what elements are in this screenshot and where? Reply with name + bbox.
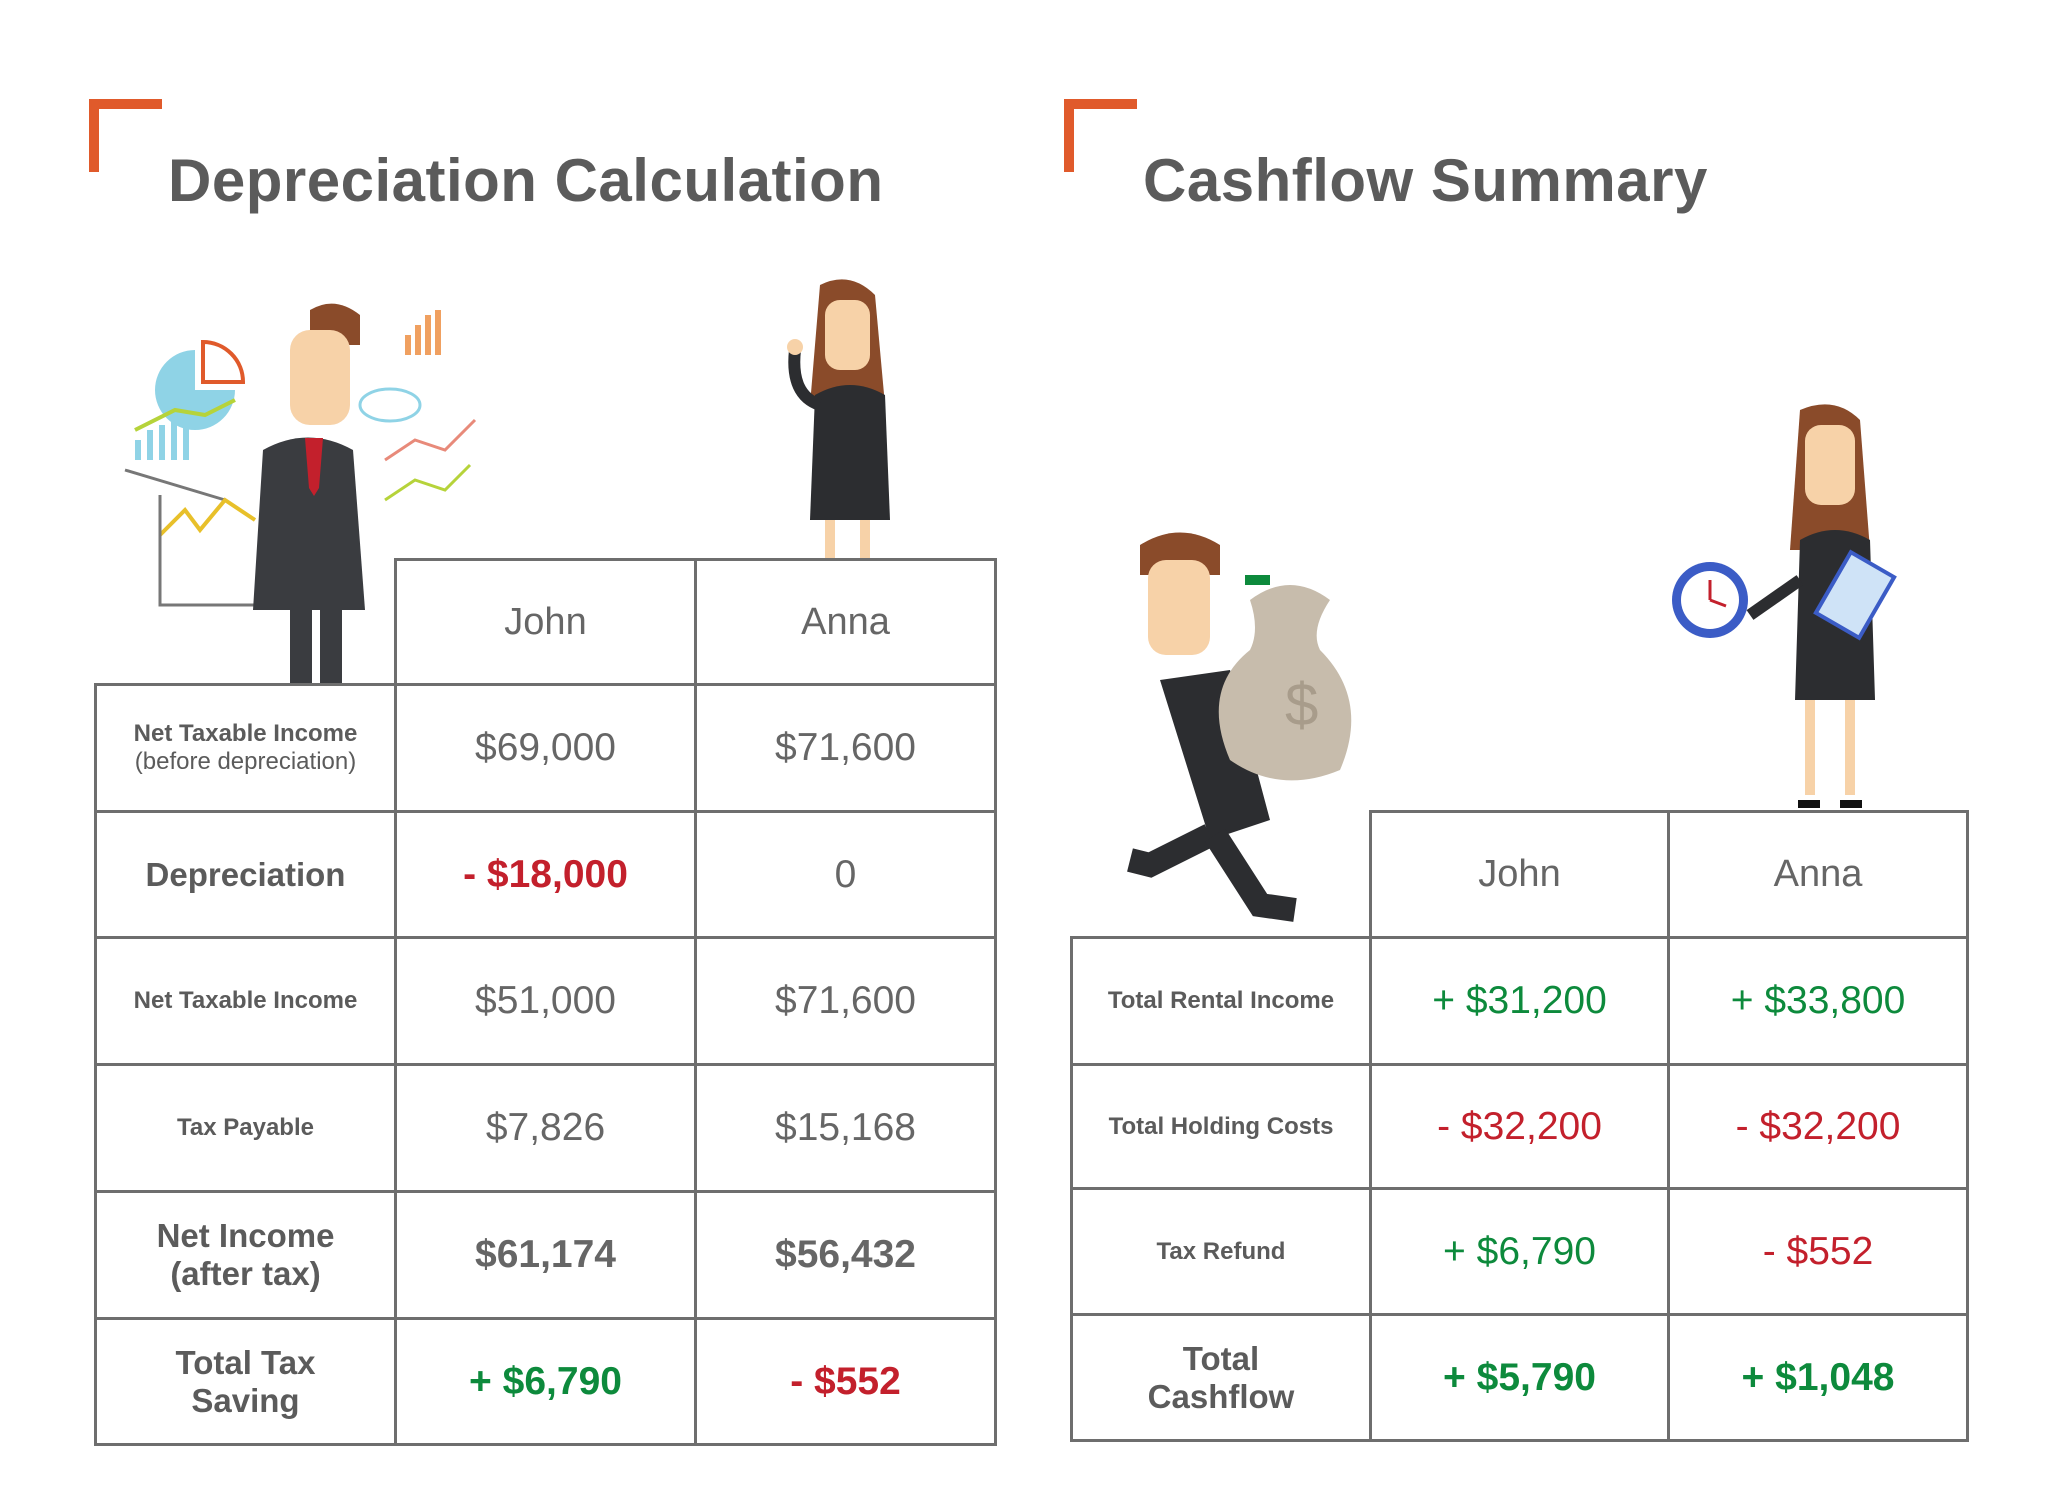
value-text: - $18,000 xyxy=(463,852,628,896)
value-text: $71,600 xyxy=(775,979,916,1022)
value-text: $71,600 xyxy=(775,726,916,769)
value-text: + $33,800 xyxy=(1730,979,1906,1022)
value-cell-john: + $6,790 xyxy=(394,1317,697,1446)
value-text: + $6,790 xyxy=(1443,1229,1596,1273)
businesswoman-pointing-illustration xyxy=(787,279,890,558)
column-header-text: Anna xyxy=(801,600,890,643)
column-header-text: John xyxy=(1478,853,1561,895)
row-label: Total Rental Income xyxy=(1108,987,1334,1015)
value-text: $61,174 xyxy=(475,1233,616,1276)
row-label: Net Income (after tax) xyxy=(146,1217,346,1293)
row-label: Depreciation xyxy=(146,856,346,894)
row-label-text: Total Holding Costs xyxy=(1108,1112,1334,1140)
column-header-john: John xyxy=(394,558,697,686)
svg-text:$: $ xyxy=(1285,671,1318,738)
value-cell-john: - $18,000 xyxy=(394,810,697,939)
value-text: $51,000 xyxy=(475,979,616,1022)
value-cell-john: $7,826 xyxy=(394,1063,697,1193)
row-label-text: Tax Refund xyxy=(1156,1237,1286,1265)
row-label-text: Depreciation xyxy=(145,855,346,893)
row-label-cell: Net Taxable Income (before depreciation) xyxy=(94,683,397,813)
businessman-carrying-money-bag-illustration: $ xyxy=(1127,532,1352,922)
value-cell-john: $61,174 xyxy=(394,1190,697,1320)
value-cell-anna: $71,600 xyxy=(694,936,997,1066)
value-cell-anna: + $33,800 xyxy=(1667,936,1969,1066)
value-text: - $552 xyxy=(790,1359,901,1403)
value-text: + $6,790 xyxy=(469,1359,622,1403)
row-label-text: Total Cashflow xyxy=(1147,1339,1295,1415)
column-header-text: John xyxy=(504,600,587,643)
row-label-text: Net Taxable Income xyxy=(133,987,358,1015)
row-label: Total Cashflow xyxy=(1121,1340,1321,1416)
value-cell-anna: - $32,200 xyxy=(1667,1063,1969,1190)
row-label: Net Taxable Income xyxy=(134,987,358,1015)
column-header-john: John xyxy=(1369,810,1670,939)
row-label: Total Holding Costs xyxy=(1109,1113,1334,1141)
value-text: + $31,200 xyxy=(1432,979,1607,1022)
value-cell-anna: - $552 xyxy=(694,1317,997,1446)
value-text: $7,826 xyxy=(485,1106,606,1149)
value-cell-anna: $71,600 xyxy=(694,683,997,813)
value-text: - $552 xyxy=(1762,1229,1874,1273)
value-text: - $32,200 xyxy=(1437,1104,1602,1148)
column-header-anna: Anna xyxy=(1667,810,1969,939)
value-text: + $5,790 xyxy=(1443,1355,1596,1399)
value-text: 0 xyxy=(834,852,857,896)
column-header-anna: Anna xyxy=(694,558,997,686)
corner-bracket-icon xyxy=(1064,99,1137,172)
value-cell-anna: 0 xyxy=(694,810,997,939)
value-cell-john: - $32,200 xyxy=(1369,1063,1670,1190)
value-cell-john: + $6,790 xyxy=(1369,1187,1670,1316)
value-cell-john: + $5,790 xyxy=(1369,1313,1670,1442)
businessman-with-charts-illustration xyxy=(124,303,477,685)
row-label: Total Tax Saving xyxy=(146,1344,346,1420)
value-text: + $1,048 xyxy=(1741,1355,1895,1399)
row-label-cell: Depreciation xyxy=(94,810,397,939)
row-label: Tax Payable xyxy=(177,1114,314,1142)
row-label-cell: Total Holding Costs xyxy=(1070,1063,1372,1190)
row-label-cell: Tax Payable xyxy=(94,1063,397,1193)
row-label-cell: Total Tax Saving xyxy=(94,1317,397,1446)
value-cell-anna: + $1,048 xyxy=(1667,1313,1969,1442)
row-label-cell: Net Income (after tax) xyxy=(94,1190,397,1320)
businesswoman-with-stopwatch-illustration xyxy=(1672,404,1897,808)
row-label-text: Total Rental Income xyxy=(1107,987,1335,1015)
cashflow-title: Cashflow Summary xyxy=(1143,147,1708,214)
value-cell-anna: - $552 xyxy=(1667,1187,1969,1316)
corner-bracket-icon xyxy=(89,99,162,172)
value-cell-john: $51,000 xyxy=(394,936,697,1066)
depreciation-title: Depreciation Calculation xyxy=(168,147,884,214)
value-text: - $32,200 xyxy=(1735,1104,1901,1148)
value-text: $15,168 xyxy=(775,1106,916,1149)
value-cell-john: + $31,200 xyxy=(1369,936,1670,1066)
row-label-cell: Tax Refund xyxy=(1070,1187,1372,1316)
row-label: Tax Refund xyxy=(1157,1238,1286,1266)
row-label-cell: Net Taxable Income xyxy=(94,936,397,1066)
value-cell-anna: $15,168 xyxy=(694,1063,997,1193)
row-sublabel: (before depreciation) xyxy=(134,748,357,775)
value-text: $69,000 xyxy=(475,726,616,769)
row-label-text: Total Tax Saving xyxy=(175,1343,316,1419)
value-text: $56,432 xyxy=(775,1233,916,1276)
row-label: Net Taxable Income (before depreciation) xyxy=(134,720,358,775)
value-cell-anna: $56,432 xyxy=(694,1190,997,1320)
value-cell-john: $69,000 xyxy=(394,683,697,813)
row-label-cell: Total Rental Income xyxy=(1070,936,1372,1066)
row-label-text: Tax Payable xyxy=(177,1114,314,1142)
row-label-text: Net Income (after tax) xyxy=(156,1217,335,1292)
column-header-text: Anna xyxy=(1773,853,1863,895)
row-label-cell: Total Cashflow xyxy=(1070,1313,1372,1442)
row-label-text: Net Taxable Income xyxy=(133,720,358,748)
